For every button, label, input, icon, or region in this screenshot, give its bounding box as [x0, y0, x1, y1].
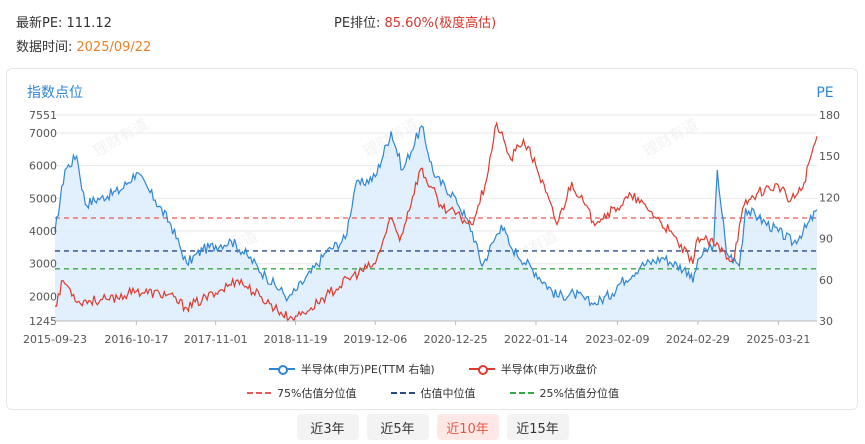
y-right-tick-label: 180 — [819, 109, 840, 122]
x-tick-label: 2017-11-01 — [184, 333, 248, 346]
latest-pe-label: 最新PE: — [16, 16, 63, 31]
legend-reference: 75%估值分位值 估值中位值 25%估值分位值 — [7, 385, 857, 401]
y-axis-left-label: 指数点位 — [27, 85, 83, 101]
legend-item-p25[interactable]: 25%估值分位值 — [509, 385, 619, 401]
x-tick-label: 2020-12-25 — [424, 333, 488, 346]
legend-p25-swatch — [509, 387, 534, 399]
x-tick-label: 2023-02-09 — [586, 333, 650, 346]
price-series-line — [55, 121, 818, 323]
chart-panel: 理财有道理财有道理财有道理财有道理财有道理财有道 124520003000400… — [6, 68, 858, 410]
period-5y-button[interactable]: 近5年 — [366, 414, 429, 440]
pe-rank-label: PE排位: — [334, 16, 381, 31]
legend-item-pe[interactable]: 半导体(申万)PE(TTM 右轴) — [268, 361, 435, 377]
watermark-text: 理财有道 — [640, 115, 701, 161]
y-left-tick-label: 4000 — [29, 225, 57, 238]
legend-price-label: 半导体(申万)收盘价 — [500, 363, 598, 376]
reference-lines — [55, 217, 817, 270]
data-date-label: 数据时间: — [16, 40, 73, 55]
y-left-tick-label: 1245 — [29, 315, 57, 328]
legend-p50-label: 估值中位值 — [420, 387, 476, 400]
x-tick-label: 2018-11-19 — [264, 333, 328, 346]
legend-p75-swatch — [247, 387, 272, 399]
y-left-tick-label: 7000 — [29, 127, 57, 140]
y-right-tick-label: 30 — [819, 315, 833, 328]
latest-pe: 最新PE: 111.12 — [16, 12, 112, 31]
y-left-tick-label: 5000 — [29, 192, 57, 205]
data-date: 数据时间: 2025/09/22 — [16, 36, 151, 55]
legend-p50-swatch — [390, 387, 415, 399]
period-15y-button[interactable]: 近15年 — [506, 414, 569, 440]
pe-series-line — [54, 125, 818, 307]
axes-layer: 1245 2000 3000 4000 5000 6000 7000 7551 30 60 90 12… — [23, 109, 840, 346]
pe-rank: PE排位: 85.60%(极度高估) — [334, 12, 496, 31]
x-tick-label: 2022-01-14 — [504, 333, 568, 346]
series-lines — [54, 121, 818, 323]
watermark-text: 理财有道 — [90, 115, 151, 161]
x-tick-label: 2024-02-29 — [666, 333, 730, 346]
y-right-tick-label: 150 — [819, 150, 840, 163]
legend-price-swatch — [468, 363, 495, 375]
period-selector: 近3年 近5年 近10年 近15年 — [0, 414, 865, 440]
legend-item-p50[interactable]: 估值中位值 — [390, 385, 476, 401]
x-tick-label: 2016-10-17 — [104, 333, 168, 346]
y-right-tick-label: 90 — [819, 233, 833, 246]
x-tick-label: 2019-12-06 — [343, 333, 407, 346]
legend-item-price[interactable]: 半导体(申万)收盘价 — [468, 361, 598, 377]
legend-p25-label: 25%估值分位值 — [539, 387, 619, 400]
legend-p75-label: 75%估值分位值 — [277, 387, 357, 400]
y-right-tick-label: 60 — [819, 274, 833, 287]
x-tick-label: 2015-09-23 — [23, 333, 87, 346]
pe-rank-value: 85.60%(极度高估) — [384, 16, 497, 31]
legend-pe-label: 半导体(申万)PE(TTM 右轴) — [300, 363, 435, 376]
legend-item-p75[interactable]: 75%估值分位值 — [247, 385, 357, 401]
legend-series: 半导体(申万)PE(TTM 右轴) 半导体(申万)收盘价 — [7, 361, 857, 377]
y-left-tick-label: 6000 — [29, 160, 57, 173]
y-left-tick-label: 3000 — [29, 258, 57, 271]
y-left-tick-label: 7551 — [29, 109, 57, 122]
pe-price-chart[interactable]: 理财有道理财有道理财有道理财有道理财有道理财有道 124520003000400… — [7, 69, 858, 359]
x-tick-label: 2025-03-21 — [746, 333, 810, 346]
y-right-tick-label: 120 — [819, 191, 840, 204]
data-date-value: 2025/09/22 — [76, 40, 152, 55]
period-3y-button[interactable]: 近3年 — [296, 414, 359, 440]
period-10y-button[interactable]: 近10年 — [436, 414, 499, 440]
legend-pe-swatch — [268, 363, 295, 375]
pe-area-layer — [55, 126, 817, 321]
y-axis-right-label: PE — [816, 85, 833, 101]
pe-area-fill — [55, 126, 817, 321]
latest-pe-value: 111.12 — [66, 16, 112, 31]
y-left-tick-label: 2000 — [29, 290, 57, 303]
